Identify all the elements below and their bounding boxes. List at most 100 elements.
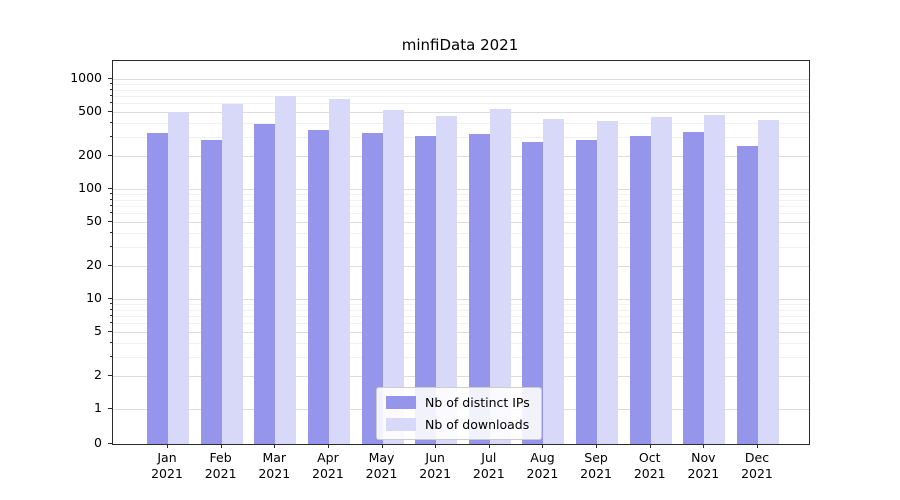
y-tick [108, 154, 112, 156]
minor-gridline [113, 316, 809, 318]
legend-item-downloads: Nb of downloads [386, 417, 530, 432]
major-gridline [113, 299, 809, 300]
legend-swatch-downloads [386, 418, 416, 431]
major-gridline [113, 332, 809, 334]
y-tick [108, 78, 112, 79]
y-minor-tick [110, 303, 112, 305]
bar-distinct-ips [468, 134, 490, 444]
x-tick [220, 444, 222, 448]
x-tick [596, 444, 598, 448]
y-tick [108, 298, 112, 299]
x-tick [435, 444, 437, 448]
y-minor-tick [110, 88, 112, 90]
y-tick [108, 111, 112, 113]
y-tick [108, 331, 112, 333]
x-tick [542, 444, 544, 448]
bar-downloads [436, 116, 458, 444]
bar-downloads [275, 96, 297, 444]
chart-title: minfiData 2021 [401, 36, 519, 54]
major-gridline [113, 189, 809, 190]
x-tick-label: Jan 2021 [151, 450, 183, 481]
y-tick-label: 5 [94, 323, 102, 339]
major-gridline [113, 79, 809, 80]
y-tick [108, 221, 112, 223]
major-gridline [113, 222, 809, 224]
bar-distinct-ips [307, 129, 329, 444]
legend-label-downloads: Nb of downloads [425, 417, 530, 432]
minor-gridline [113, 246, 809, 248]
legend: Nb of distinct IPs Nb of downloads [376, 387, 542, 440]
x-tick-label: Apr 2021 [312, 450, 344, 481]
minor-gridline [113, 199, 809, 201]
y-minor-tick [110, 121, 112, 123]
x-tick [488, 444, 490, 448]
y-tick-label: 20 [86, 256, 102, 272]
y-tick-label: 100 [78, 180, 102, 195]
bar-downloads [489, 109, 511, 444]
x-tick-label: Feb 2021 [204, 450, 237, 481]
y-minor-tick [110, 205, 112, 207]
bar-downloads [382, 110, 404, 444]
bar-distinct-ips [683, 131, 705, 444]
y-tick-label: 10 [86, 290, 102, 305]
bar-downloads [168, 112, 189, 444]
bar-distinct-ips [200, 139, 222, 444]
x-tick [756, 444, 758, 448]
bar-downloads [757, 120, 779, 444]
y-tick [108, 374, 112, 376]
bar-distinct-ips [576, 139, 598, 444]
y-minor-tick [110, 83, 112, 85]
y-minor-tick [110, 315, 112, 317]
x-tick-label: May 2021 [365, 450, 398, 481]
bar-distinct-ips [147, 133, 168, 444]
bar-downloads [597, 121, 619, 444]
y-minor-tick [110, 322, 112, 324]
bar-downloads [328, 99, 350, 444]
bar-distinct-ips [415, 135, 437, 444]
bar-distinct-ips [254, 123, 276, 444]
major-gridline [113, 375, 809, 377]
bar-distinct-ips [736, 146, 758, 444]
legend-swatch-distinct-ips [386, 396, 416, 409]
y-tick [108, 188, 112, 189]
minor-gridline [113, 232, 809, 234]
y-tick-label: 2 [94, 366, 102, 382]
y-tick-label: 1000 [70, 70, 102, 85]
y-tick-label: 50 [86, 213, 102, 229]
minor-gridline [113, 103, 809, 105]
minor-gridline [113, 323, 809, 325]
y-minor-tick [110, 212, 112, 214]
y-minor-tick [110, 135, 112, 137]
x-tick [274, 444, 276, 448]
minor-gridline [113, 213, 809, 215]
y-minor-tick [110, 308, 112, 310]
minor-gridline [113, 194, 809, 196]
bar-downloads [543, 119, 565, 444]
minor-gridline [113, 122, 809, 124]
minor-gridline [113, 96, 809, 98]
x-tick [167, 444, 168, 448]
bar-distinct-ips [361, 133, 383, 444]
x-tick [649, 444, 651, 448]
y-minor-tick [110, 341, 112, 343]
bar-downloads [221, 104, 243, 444]
legend-item-distinct-ips: Nb of distinct IPs [386, 395, 530, 410]
minor-gridline [113, 309, 809, 311]
minor-gridline [113, 89, 809, 91]
y-minor-tick [110, 193, 112, 195]
y-tick-label: 200 [78, 146, 102, 162]
x-tick-label: Oct 2021 [633, 450, 666, 481]
x-tick-label: Dec 2021 [741, 450, 773, 481]
minor-gridline [113, 342, 809, 344]
legend-label-distinct-ips: Nb of distinct IPs [425, 395, 530, 410]
y-minor-tick [110, 95, 112, 97]
x-tick-label: Jun 2021 [419, 450, 452, 481]
y-minor-tick [110, 355, 112, 357]
plot-area: Nb of distinct IPs Nb of downloads [112, 60, 810, 445]
minor-gridline [113, 206, 809, 208]
y-tick-label: 1 [94, 400, 102, 415]
minor-gridline [113, 304, 809, 306]
x-tick-label: Mar 2021 [258, 450, 291, 481]
y-tick [108, 443, 112, 444]
